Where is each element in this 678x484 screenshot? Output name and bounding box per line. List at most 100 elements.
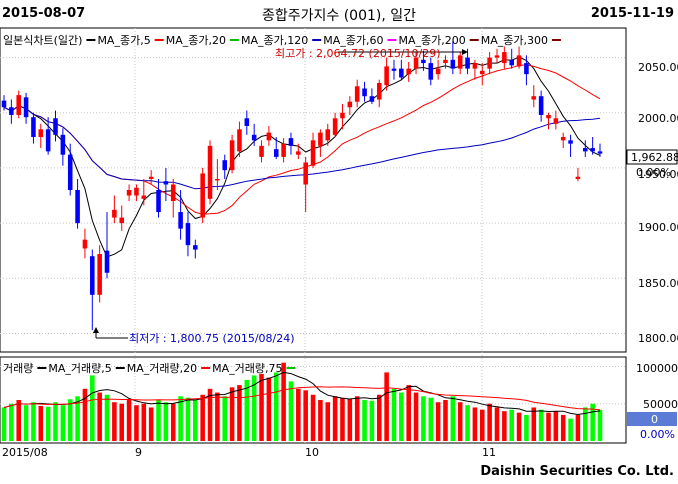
volume-bar xyxy=(259,373,264,441)
price-tick: 1800.00 xyxy=(638,332,678,345)
chart-title: 종합주가지수 (001), 일간 xyxy=(261,8,417,24)
candle-body xyxy=(443,59,448,64)
candle-body xyxy=(428,63,434,80)
volume-bar xyxy=(9,403,14,441)
x-label: 9 xyxy=(135,446,142,459)
candle-body xyxy=(376,82,382,100)
candle-body xyxy=(38,129,44,138)
volume-bar xyxy=(141,403,147,441)
candle-body xyxy=(1,100,7,108)
legend-item: 일본식차트(일간) xyxy=(3,33,82,47)
candle-body xyxy=(119,217,125,224)
volume-bar xyxy=(237,385,242,441)
volume-bar xyxy=(318,400,323,441)
volume-bar xyxy=(310,394,316,441)
volume-bar xyxy=(273,372,279,441)
volume-bar xyxy=(296,388,301,441)
volume-bar xyxy=(590,403,595,441)
volume-bar xyxy=(479,409,485,441)
candle-body xyxy=(516,55,522,67)
candle-body xyxy=(450,59,456,69)
candle-body xyxy=(215,178,220,181)
volume-bar xyxy=(200,394,205,441)
volume-bar xyxy=(384,372,389,441)
candle-body xyxy=(134,187,139,196)
volume-bar xyxy=(97,392,102,441)
candle-body xyxy=(53,118,58,135)
candle-body xyxy=(156,190,161,213)
candle-body xyxy=(67,154,73,190)
volume-bar xyxy=(45,406,51,441)
candle-body xyxy=(590,148,595,152)
volume-bar xyxy=(553,411,559,441)
volume-bar xyxy=(251,375,257,441)
volume-bar xyxy=(1,407,7,441)
candle-body xyxy=(384,66,389,86)
price-tick: 1900.00 xyxy=(638,221,678,234)
volume-bar xyxy=(67,399,73,441)
volume-bar xyxy=(509,409,514,441)
volume-bar xyxy=(16,400,21,441)
candle-body xyxy=(288,138,294,146)
candle-body xyxy=(60,134,66,155)
candle-body xyxy=(553,118,559,124)
start-date: 2015-08-07 xyxy=(2,6,86,21)
volume-legend: 거래량 MA_거래량,5 MA_거래량,20 MA_거래량,75 xyxy=(3,362,296,375)
candle-body xyxy=(178,212,183,229)
legend-item: MA_종가,20 xyxy=(166,34,226,47)
legend-item: MA_종가,200 xyxy=(398,34,465,47)
volume-bar xyxy=(340,397,345,441)
candle-body xyxy=(97,254,102,295)
volume-bar xyxy=(494,407,500,441)
candle-body xyxy=(347,101,353,108)
x-label: 2015/08 xyxy=(2,446,48,459)
ma60-line xyxy=(3,105,601,190)
x-axis: 2015/08 9 10 11 xyxy=(2,446,496,459)
candle-body xyxy=(332,118,338,135)
candle-body xyxy=(435,68,441,75)
candle-body xyxy=(310,140,316,166)
low-annotation: 최저가 : 1,800.75 (2015/08/24) xyxy=(129,332,295,345)
volume-bar xyxy=(428,397,434,441)
candle-body xyxy=(16,95,21,115)
volume-tick: 100000 xyxy=(636,362,678,375)
candle-body xyxy=(354,86,360,102)
volume-bar xyxy=(332,396,338,441)
volume-change: 0.00% xyxy=(640,428,675,441)
volume-bar xyxy=(362,400,367,441)
candle-body xyxy=(538,96,544,115)
volume-bar xyxy=(546,412,551,441)
volume-bar xyxy=(31,402,36,441)
candle-body xyxy=(229,140,235,171)
candle-body xyxy=(413,57,419,69)
candle-body xyxy=(318,132,323,146)
volume-bar xyxy=(38,405,44,441)
volume-bar xyxy=(53,402,58,441)
volume-bar xyxy=(435,402,441,441)
candle-body xyxy=(494,55,500,58)
volume-bar xyxy=(163,402,169,441)
volume-bar xyxy=(244,379,250,441)
candle-body xyxy=(148,176,154,179)
volume-bar xyxy=(369,400,375,441)
candle-body xyxy=(303,162,308,185)
volume-bar xyxy=(170,403,176,441)
volume-bar xyxy=(112,402,117,441)
volume-bar xyxy=(443,400,448,441)
candle-body xyxy=(185,223,191,246)
volume-bar xyxy=(487,403,492,441)
candle-body xyxy=(31,117,36,138)
volume-bar xyxy=(472,407,478,441)
volume-bar xyxy=(193,400,198,441)
candle-body xyxy=(575,176,581,179)
moving-averages xyxy=(3,56,601,416)
candle-body xyxy=(281,143,286,157)
volume-bar xyxy=(575,414,581,441)
volume-bar xyxy=(281,362,286,441)
legend-item: MA_거래량,5 xyxy=(48,362,111,375)
volume-bars xyxy=(1,362,603,441)
candle-body xyxy=(340,112,345,119)
candle-body xyxy=(479,70,485,75)
legend-item: 거래량 xyxy=(3,362,33,375)
